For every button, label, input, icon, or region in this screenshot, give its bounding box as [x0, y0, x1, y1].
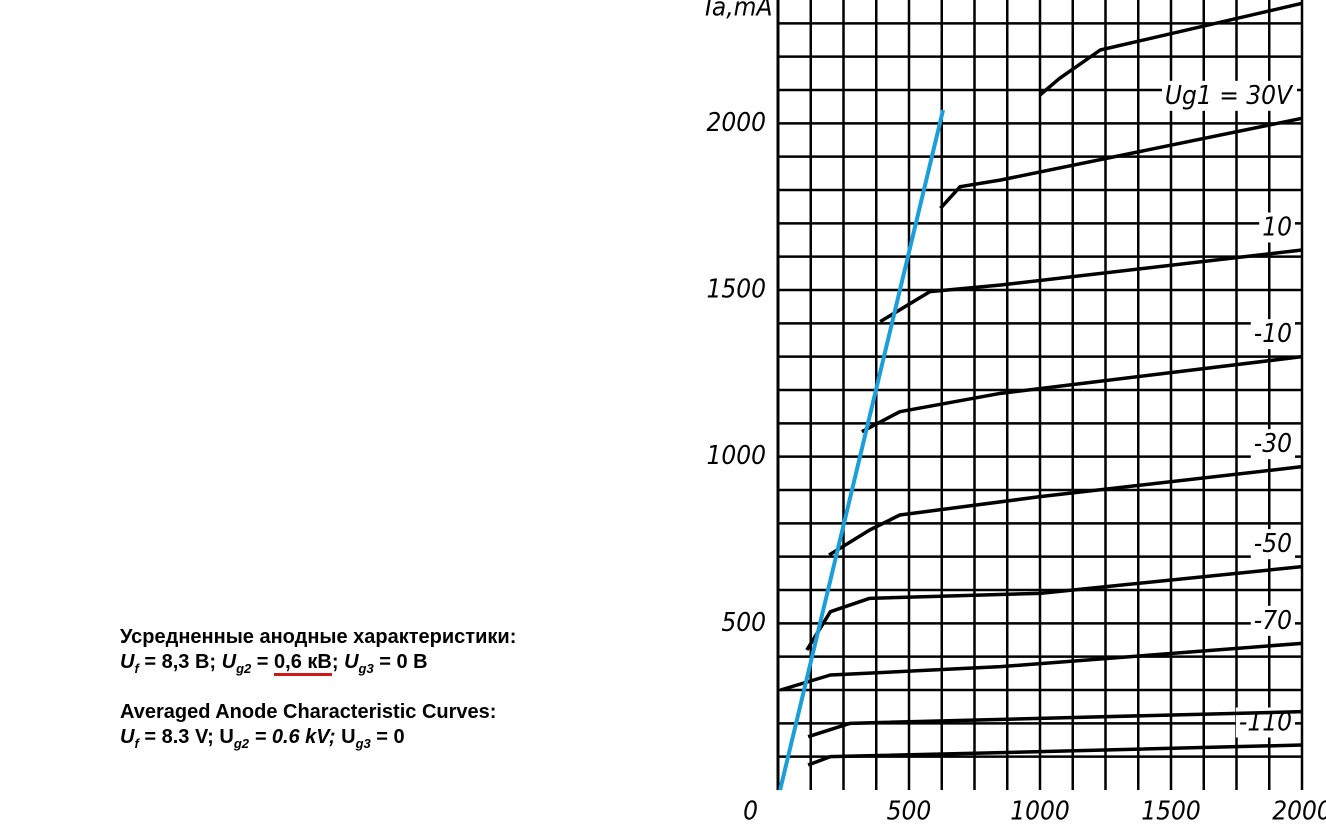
caption-part: 0,6 кВ — [274, 651, 332, 676]
caption-part: f — [134, 661, 139, 676]
caption-part: f — [134, 736, 139, 751]
caption-part: U — [221, 651, 237, 673]
y-tick-label: 2000 — [706, 108, 766, 138]
caption-part: g3 — [358, 661, 374, 676]
caption-part: ; — [331, 651, 345, 673]
label-bg — [1250, 429, 1295, 460]
caption-ru: Усредненные анодные характеристики: Uf =… — [120, 625, 516, 681]
caption-title: Усредненные анодные характеристики: — [120, 626, 517, 648]
curve — [807, 709, 1303, 739]
label-bg — [1250, 529, 1295, 560]
curve — [879, 248, 1303, 324]
x-tick-label: 500 — [887, 797, 932, 825]
curve — [807, 743, 1303, 767]
caption-title: Averaged Anode Characteristic Curves: — [120, 701, 497, 723]
curve — [780, 641, 1303, 692]
caption-part: = — [251, 651, 275, 673]
curve — [828, 464, 1303, 557]
x-tick-label: 0 — [743, 797, 758, 825]
caption-part: = 8,3 В; — [138, 651, 222, 673]
curve — [805, 564, 1303, 651]
caption-part: = 8.3 V; — [138, 726, 220, 748]
y-tick-label: 1500 — [706, 275, 766, 305]
curve-label: -70 — [1254, 606, 1292, 636]
caption-params: Uf = 8.3 V; Ug2 = 0.6 kV; Ug3 = 0 — [120, 725, 496, 756]
curve-label: -30 — [1254, 429, 1292, 459]
caption-part: U — [120, 651, 135, 673]
caption-part: U — [219, 726, 234, 748]
x-tick-label: 2000 — [1272, 797, 1326, 825]
caption-part: = 0.6 kV; — [249, 726, 342, 748]
y-tick-label: 500 — [721, 608, 766, 638]
curve — [1038, 1, 1303, 97]
caption-part: g2 — [233, 736, 250, 751]
caption-part: U — [341, 726, 356, 748]
label-bg — [1259, 212, 1295, 243]
curve — [861, 354, 1303, 434]
caption-part: U — [120, 726, 135, 748]
caption-part: g3 — [355, 736, 371, 751]
curve-label: -10 — [1254, 319, 1292, 349]
x-tick-label: 1500 — [1141, 797, 1201, 825]
curve-label: 10 — [1262, 213, 1292, 243]
caption-part: U — [344, 651, 359, 673]
caption-part: = 0 В — [373, 651, 428, 673]
curve — [939, 116, 1303, 210]
x-tick-label: 1000 — [1010, 797, 1070, 825]
caption-part: g2 — [236, 661, 252, 676]
y-tick-label: 1000 — [706, 441, 766, 471]
caption-part: = 0 — [370, 726, 405, 748]
caption-params: Uf = 8,3 В; Ug2 = 0,6 кВ; Ug3 = 0 В — [120, 650, 516, 681]
caption-en: Averaged Anode Characteristic Curves: Uf… — [120, 700, 496, 756]
curve-label: Ug1 = 30V — [1165, 81, 1294, 111]
label-bg — [1161, 80, 1297, 111]
load-line — [778, 109, 946, 791]
y-axis-label: Ia,mA — [705, 0, 772, 23]
label-bg — [1250, 319, 1295, 350]
curve-label: -50 — [1254, 529, 1292, 559]
label-bg — [1250, 605, 1295, 636]
